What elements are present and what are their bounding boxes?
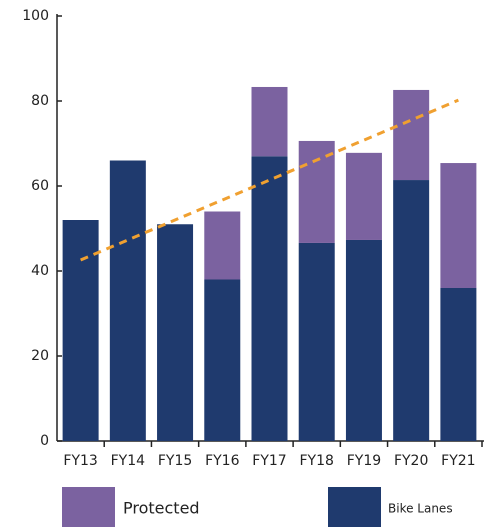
x-tick-label: FY15 — [158, 453, 192, 469]
legend-label: Bike Lanes — [388, 502, 453, 516]
y-tick-label: 0 — [40, 433, 49, 449]
bar-segment — [393, 89, 430, 181]
x-tick-label: FY16 — [205, 453, 240, 469]
y-tick-label: 40 — [31, 263, 49, 279]
bar-segment — [440, 163, 477, 288]
bar-segment — [251, 86, 288, 157]
trend-line — [80, 98, 459, 262]
bar-segment — [393, 180, 430, 442]
y-tick-label: 80 — [31, 93, 49, 109]
legend-swatch — [62, 487, 115, 527]
bar-segment — [204, 279, 241, 441]
bar-segment — [109, 160, 146, 441]
x-tick-label: FY13 — [63, 453, 97, 469]
bar-segment — [298, 140, 335, 243]
bar-segment — [157, 224, 194, 441]
x-tick-label: FY14 — [111, 453, 146, 469]
legend-label: Protected — [123, 499, 200, 518]
bar-segment — [298, 242, 335, 441]
x-tick-label: FY17 — [252, 453, 286, 469]
x-tick-label: FY21 — [441, 453, 475, 469]
y-tick-label: 60 — [31, 178, 49, 194]
y-tick-label: 100 — [22, 8, 49, 24]
bar-segment — [345, 239, 382, 441]
bar-segment — [62, 220, 99, 441]
legend-swatch — [328, 487, 381, 527]
bar-segment — [251, 156, 288, 441]
bar-segment — [345, 152, 382, 240]
y-tick-label: 20 — [31, 348, 49, 364]
bar-segment — [440, 288, 477, 441]
x-tick-label: FY20 — [394, 453, 428, 469]
x-tick-label: FY19 — [347, 453, 381, 469]
bar-segment — [204, 211, 241, 280]
x-tick-label: FY18 — [300, 453, 334, 469]
